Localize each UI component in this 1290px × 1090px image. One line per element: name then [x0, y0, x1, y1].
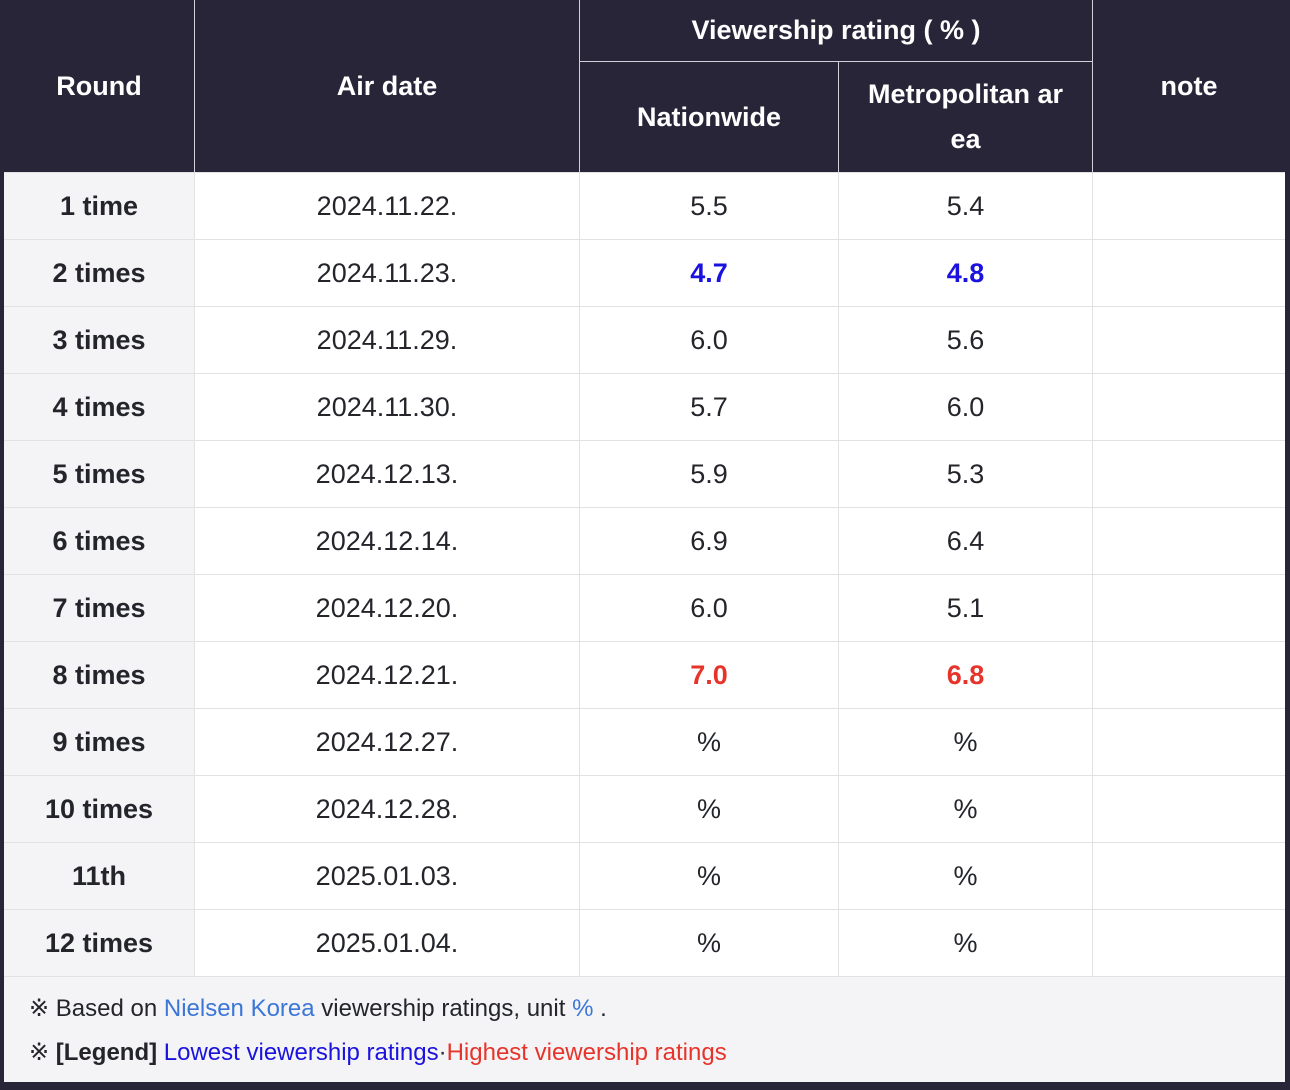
- footnote-source-prefix: Based on: [49, 995, 164, 1022]
- footnote-legend: ※ [Legend] Lowest viewership ratings·Hig…: [29, 1037, 1275, 1068]
- round-cell: 12 times: [4, 909, 195, 977]
- nationwide-rating-cell: %: [580, 708, 839, 775]
- nationwide-rating-cell: 4.7: [580, 239, 839, 306]
- note-cell: [1093, 306, 1285, 373]
- metropolitan-rating-cell: 5.1: [839, 574, 1094, 641]
- nationwide-rating-cell: 7.0: [580, 641, 839, 708]
- legend-separator: ·: [438, 1039, 447, 1067]
- air-date-cell: 2024.11.22.: [195, 172, 580, 239]
- table-row: 3 times 2024.11.29. 6.0 5.6: [4, 306, 1285, 373]
- footnote-source-middle: viewership ratings, unit: [314, 995, 573, 1022]
- metropolitan-rating-cell: %: [839, 842, 1094, 909]
- content-area: Round Air date Viewership rating ( % ) n…: [4, 0, 1285, 1082]
- table-row: 7 times 2024.12.20. 6.0 5.1: [4, 574, 1285, 641]
- table-row: 8 times 2024.12.21. 7.0 6.8: [4, 641, 1285, 708]
- metropolitan-rating-cell: %: [839, 909, 1094, 977]
- note-cell: [1093, 373, 1285, 440]
- footnotes: ※ Based on Nielsen Korea viewership rati…: [4, 977, 1285, 1082]
- col-header-nationwide: Nationwide: [580, 62, 839, 172]
- nielsen-korea-link[interactable]: Nielsen Korea: [163, 995, 315, 1022]
- table-row: 11th 2025.01.03. % %: [4, 842, 1285, 909]
- footnote-source-suffix: .: [593, 995, 607, 1022]
- table-body: 1 time 2024.11.22. 5.5 5.4 2 times 2024.…: [4, 172, 1285, 977]
- table-header: Round Air date Viewership rating ( % ) n…: [4, 0, 1285, 172]
- table-row: 2 times 2024.11.23. 4.7 4.8: [4, 239, 1285, 306]
- metropolitan-rating-cell: 5.6: [839, 306, 1094, 373]
- air-date-cell: 2024.11.29.: [195, 306, 580, 373]
- note-cell: [1093, 842, 1285, 909]
- legend-lowest: Lowest viewership ratings: [157, 1039, 439, 1067]
- table-row: 12 times 2025.01.04. % %: [4, 909, 1285, 977]
- air-date-cell: 2024.12.21.: [195, 641, 580, 708]
- note-cell: [1093, 172, 1285, 239]
- metropolitan-rating-cell: %: [839, 708, 1094, 775]
- metropolitan-rating-cell: 6.8: [839, 641, 1094, 708]
- note-cell: [1093, 574, 1285, 641]
- table-row: 1 time 2024.11.22. 5.5 5.4: [4, 172, 1285, 239]
- reference-mark-icon: ※: [29, 1039, 50, 1067]
- note-cell: [1093, 641, 1285, 708]
- table-row: 5 times 2024.12.13. 5.9 5.3: [4, 440, 1285, 507]
- note-cell: [1093, 708, 1285, 775]
- footnote-source: ※ Based on Nielsen Korea viewership rati…: [29, 993, 1275, 1024]
- unit-percent-link[interactable]: %: [572, 995, 594, 1022]
- air-date-cell: 2024.12.20.: [195, 574, 580, 641]
- nationwide-rating-cell: 6.0: [580, 574, 839, 641]
- table-row: 6 times 2024.12.14. 6.9 6.4: [4, 507, 1285, 574]
- nationwide-rating-cell: 5.7: [580, 373, 839, 440]
- air-date-cell: 2024.12.27.: [195, 708, 580, 775]
- note-cell: [1093, 775, 1285, 842]
- note-cell: [1093, 440, 1285, 507]
- nationwide-rating-cell: %: [580, 909, 839, 977]
- note-cell: [1093, 239, 1285, 306]
- round-cell: 3 times: [4, 306, 195, 373]
- metropolitan-rating-cell: 4.8: [839, 239, 1094, 306]
- round-cell: 1 time: [4, 172, 195, 239]
- round-cell: 8 times: [4, 641, 195, 708]
- metropolitan-rating-cell: 5.4: [839, 172, 1094, 239]
- table-row: 4 times 2024.11.30. 5.7 6.0: [4, 373, 1285, 440]
- round-cell: 7 times: [4, 574, 195, 641]
- nationwide-rating-cell: 5.5: [580, 172, 839, 239]
- metropolitan-rating-cell: 5.3: [839, 440, 1094, 507]
- round-cell: 5 times: [4, 440, 195, 507]
- nationwide-rating-cell: 5.9: [580, 440, 839, 507]
- nationwide-rating-cell: 6.0: [580, 306, 839, 373]
- table-row: 10 times 2024.12.28. % %: [4, 775, 1285, 842]
- air-date-cell: 2025.01.03.: [195, 842, 580, 909]
- air-date-cell: 2024.12.14.: [195, 507, 580, 574]
- metropolitan-rating-cell: 6.0: [839, 373, 1094, 440]
- round-cell: 11th: [4, 842, 195, 909]
- metropolitan-rating-cell: %: [839, 775, 1094, 842]
- air-date-cell: 2025.01.04.: [195, 909, 580, 977]
- col-header-metropolitan: Metropolitan area: [839, 62, 1094, 172]
- col-header-note: note: [1093, 0, 1285, 172]
- nationwide-rating-cell: %: [580, 842, 839, 909]
- metropolitan-rating-cell: 6.4: [839, 507, 1094, 574]
- legend-highest: Highest viewership ratings: [446, 1039, 727, 1067]
- metropolitan-label: Metropolitan area: [867, 79, 1063, 154]
- table-row: 9 times 2024.12.27. % %: [4, 708, 1285, 775]
- col-header-rating-group: Viewership rating ( % ): [580, 0, 1094, 62]
- round-cell: 6 times: [4, 507, 195, 574]
- reference-mark-icon: ※: [29, 995, 50, 1022]
- nationwide-rating-cell: %: [580, 775, 839, 842]
- nationwide-rating-cell: 6.9: [580, 507, 839, 574]
- round-cell: 10 times: [4, 775, 195, 842]
- note-cell: [1093, 507, 1285, 574]
- note-cell: [1093, 909, 1285, 977]
- col-header-air-date: Air date: [195, 0, 580, 172]
- air-date-cell: 2024.11.23.: [195, 239, 580, 306]
- legend-label: [Legend]: [49, 1039, 158, 1067]
- round-cell: 9 times: [4, 708, 195, 775]
- air-date-cell: 2024.12.28.: [195, 775, 580, 842]
- air-date-cell: 2024.12.13.: [195, 440, 580, 507]
- round-cell: 4 times: [4, 373, 195, 440]
- air-date-cell: 2024.11.30.: [195, 373, 580, 440]
- round-cell: 2 times: [4, 239, 195, 306]
- col-header-round: Round: [4, 0, 195, 172]
- viewership-ratings-table: Round Air date Viewership rating ( % ) n…: [4, 0, 1285, 977]
